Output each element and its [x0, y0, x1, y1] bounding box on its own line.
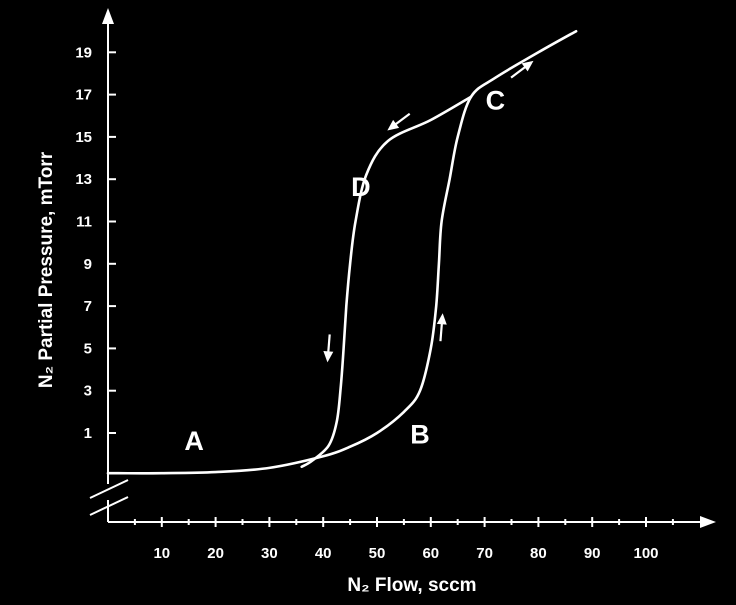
x-axis-label: N₂ Flow, sccm: [347, 575, 476, 596]
y-tick-label: 9: [84, 256, 92, 273]
x-tick-label: 70: [476, 545, 493, 562]
axis-break-line: [89, 496, 129, 516]
point-label-c: C: [486, 85, 506, 115]
x-tick-label: 20: [207, 545, 224, 562]
y-tick-label: 5: [84, 340, 92, 357]
point-labels: A B C D: [184, 85, 505, 456]
direction-arrowhead: [521, 60, 534, 72]
x-tick-label: 10: [153, 545, 170, 562]
point-label-b: B: [410, 420, 430, 450]
y-tick-label: 3: [84, 383, 92, 400]
x-tick-label: 30: [261, 545, 278, 562]
y-axis-label: N₂ Partial Pressure, mTorr: [36, 151, 57, 388]
direction-arrowhead: [323, 350, 334, 363]
y-tick-label: 17: [75, 87, 92, 104]
y-tick-label: 15: [75, 129, 92, 146]
curves: [106, 29, 578, 475]
axis-break-symbol: [89, 479, 129, 516]
x-tick-label: 90: [584, 545, 601, 562]
x-tick-label: 40: [315, 545, 332, 562]
y-axis-arrowhead: [102, 8, 114, 24]
axis-break-line: [89, 479, 129, 499]
x-tick-label: 100: [633, 545, 658, 562]
x-axis-arrowhead: [700, 516, 716, 528]
direction-arrows: [323, 60, 534, 363]
direction-arrowhead: [387, 119, 400, 131]
y-tick-label: 19: [75, 44, 92, 61]
y-tick-label: 13: [75, 171, 92, 188]
hysteresis-curve-decreasing: [300, 95, 473, 469]
y-tick-label: 1: [84, 425, 92, 442]
x-tick-label: 50: [369, 545, 386, 562]
y-tick-label: 7: [84, 298, 92, 315]
point-label-d: D: [351, 172, 371, 202]
x-tick-label: 60: [422, 545, 439, 562]
hysteresis-curve-increasing: [106, 29, 578, 475]
axes: [89, 8, 716, 528]
x-tick-label: 80: [530, 545, 547, 562]
y-tick-label: 11: [76, 214, 92, 231]
direction-arrowhead: [436, 313, 447, 325]
x-ticks: 10 20 30 40 50 60 70 80 90 100: [133, 517, 674, 562]
point-label-a: A: [184, 426, 204, 456]
